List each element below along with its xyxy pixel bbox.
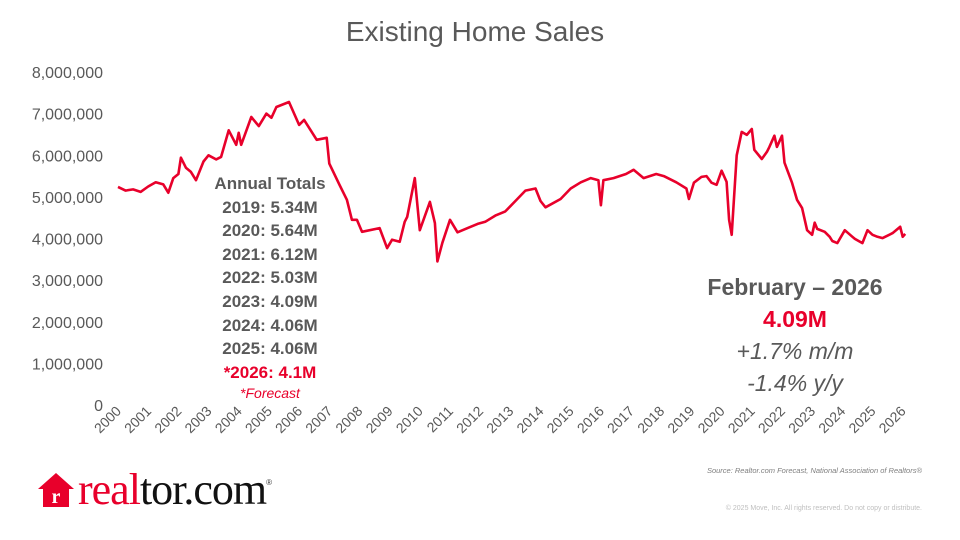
x-tick-label: 2020 [694,403,727,436]
annual-total-row: 2022: 5.03M [222,268,318,288]
x-tick-label: 2023 [785,403,818,436]
annual-total-row: 2020: 5.64M [222,221,318,241]
x-tick-label: 2005 [242,403,275,436]
callout-month: February – 2026 [707,274,883,300]
logo-text-black: tor.com [139,465,267,514]
x-tick-label: 2022 [755,403,788,436]
annual-total-row: 2024: 4.06M [222,315,318,335]
svg-text:r: r [52,486,61,508]
chart-title: Existing Home Sales [345,16,605,47]
house-icon: r [38,473,74,508]
forecast-note: *Forecast [240,385,300,402]
x-tick-label: 2012 [453,403,486,436]
x-tick-label: 2011 [423,403,456,436]
y-tick-label: 3,000,000 [32,273,103,290]
x-tick-label: 2018 [634,403,667,436]
x-tick-label: 2017 [604,403,637,436]
x-tick-label: 2025 [845,403,878,436]
annual-totals-box: Annual Totals 2019: 5.34M 2020: 5.64M 20… [170,172,370,402]
x-tick-label: 2002 [151,403,184,436]
y-tick-label: 2,000,000 [32,315,103,332]
callout-yoy: -1.4% y/y [747,370,843,396]
y-tick-label: 8,000,000 [32,65,103,82]
forecast-total-row: *2026: 4.1M [223,362,317,382]
x-tick-label: 2013 [483,403,516,436]
realtor-logo: r real tor.com ® [37,465,273,514]
copyright-note: © 2025 Move, Inc. All rights reserved. D… [725,505,922,512]
x-tick-label: 2015 [543,403,576,436]
y-tick-label: 1,000,000 [32,356,103,373]
x-tick-label: 2024 [815,403,848,436]
registered-mark: ® [266,478,273,487]
annual-total-row: 2025: 4.06M [222,339,318,359]
x-tick-label: 2003 [181,403,214,436]
x-tick-label: 2008 [332,403,365,436]
x-tick-label: 2019 [664,403,697,436]
annual-total-row: 2021: 6.12M [222,244,318,264]
x-tick-label: 2001 [121,403,154,436]
y-tick-label: 5,000,000 [32,190,103,207]
x-axis: 2000200120022003200420052006200720082009… [91,403,909,436]
x-tick-label: 2026 [875,403,908,436]
source-note: Source: Realtor.com Forecast, National A… [706,466,922,475]
y-tick-label: 4,000,000 [32,232,103,249]
x-tick-label: 2004 [211,403,244,436]
x-tick-label: 2016 [574,403,607,436]
y-tick-label: 7,000,000 [32,107,103,124]
y-tick-label: 0 [94,398,103,415]
x-tick-label: 2006 [272,403,305,436]
x-tick-label: 2010 [393,403,426,436]
callout-mom: +1.7% m/m [736,338,854,364]
x-tick-label: 2014 [513,403,546,436]
x-tick-label: 2009 [362,403,395,436]
annual-total-row: 2023: 4.09M [222,291,318,311]
callout-value: 4.09M [763,306,827,332]
annual-total-row: 2019: 5.34M [222,197,318,217]
latest-month-callout: February – 2026 4.09M +1.7% m/m -1.4% y/… [680,272,910,399]
logo-text-red: real [78,465,141,514]
annual-totals-heading: Annual Totals [214,174,326,193]
series-line [117,100,907,263]
x-tick-label: 2007 [302,403,335,436]
y-tick-label: 6,000,000 [32,148,103,165]
x-tick-label: 2021 [725,403,758,436]
y-axis: 0 1,000,000 2,000,000 3,000,000 4,000,000 5,0… [32,65,103,415]
